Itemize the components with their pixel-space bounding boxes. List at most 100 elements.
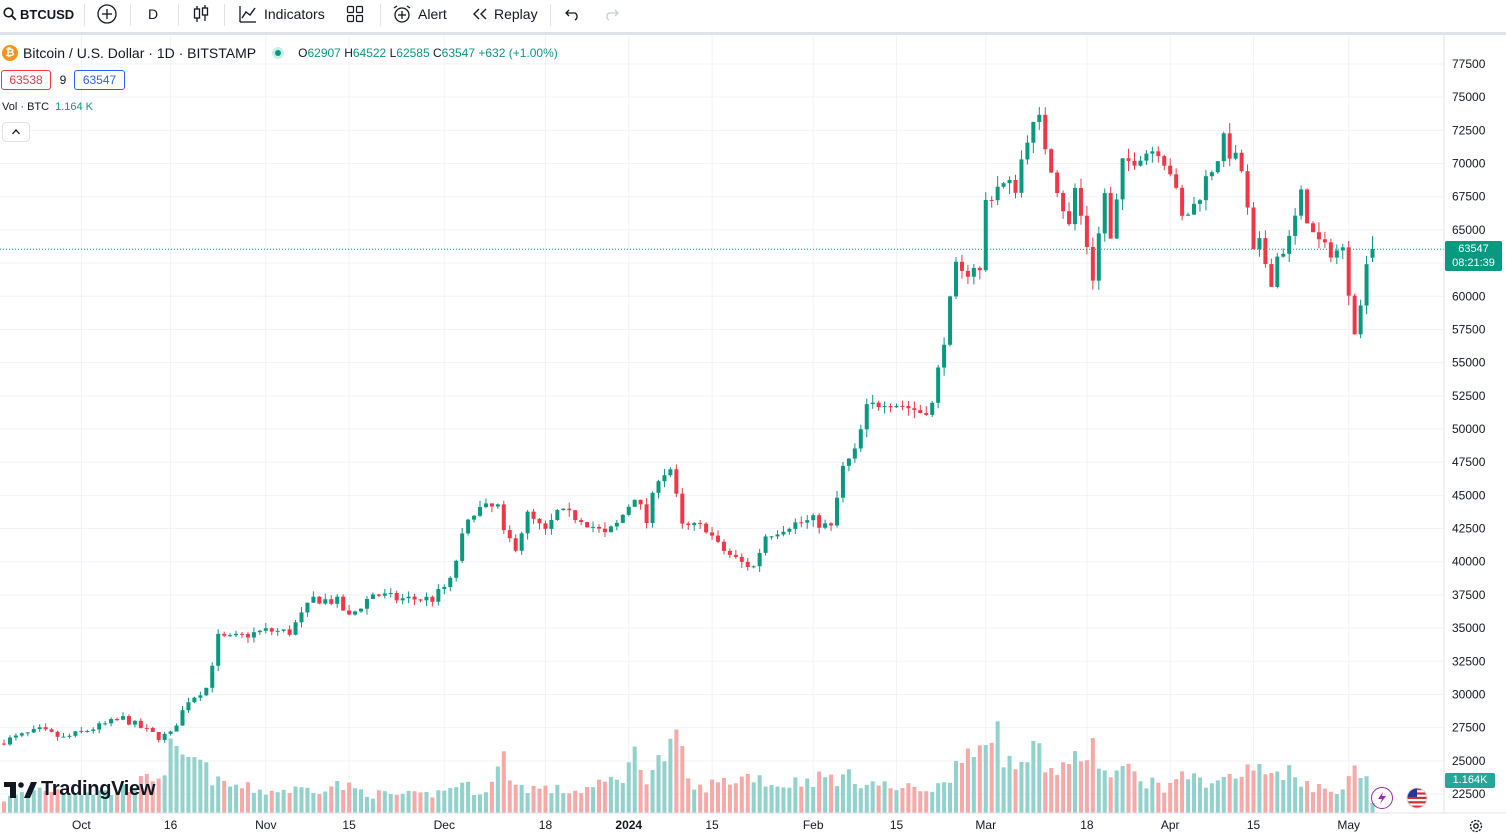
candle — [1043, 107, 1048, 155]
candle — [1352, 293, 1357, 335]
candle — [769, 536, 774, 540]
price-tick-label: 45000 — [1452, 488, 1486, 502]
buy-price-box[interactable]: 63547 — [74, 70, 125, 90]
volume-bar — [1340, 789, 1345, 813]
volume-bar — [269, 790, 274, 813]
volume-bar — [846, 769, 851, 813]
volume-legend[interactable]: Vol · BTC 1.164 K — [2, 101, 93, 113]
candle — [573, 509, 578, 524]
candle — [626, 504, 631, 517]
volume-bar — [1215, 780, 1220, 813]
candle — [460, 527, 465, 564]
price-tick-label: 72500 — [1452, 123, 1486, 137]
volume-bar — [121, 784, 125, 813]
undo-button[interactable] — [564, 0, 582, 28]
candle — [323, 593, 328, 605]
candle — [1328, 238, 1333, 263]
volume-bar — [85, 792, 90, 813]
volume-bar — [817, 771, 822, 813]
candle — [132, 719, 137, 728]
volume-bar — [1013, 769, 1018, 813]
volume-bar — [483, 792, 488, 813]
volume-bar — [400, 793, 405, 813]
tradingview-logo[interactable]: TradingView — [4, 778, 155, 801]
volume-bar — [1293, 777, 1298, 813]
sell-price-box[interactable]: 63538 — [1, 70, 51, 90]
replay-button[interactable]: Replay — [472, 0, 538, 28]
candle — [192, 696, 197, 704]
volume-bar — [180, 754, 185, 813]
chart-type-button[interactable] — [192, 0, 210, 28]
volume-bar — [906, 783, 911, 813]
volume-bar — [775, 786, 780, 813]
candlesticks — [2, 107, 1375, 746]
us-flag-button[interactable] — [1406, 787, 1428, 809]
candle — [1370, 236, 1375, 262]
volume-bar — [1233, 778, 1238, 813]
candle — [1346, 240, 1351, 306]
candles-icon — [193, 5, 209, 22]
candle — [882, 401, 887, 414]
candle — [721, 539, 726, 555]
volume-bar — [1287, 765, 1292, 813]
volume-bar — [543, 785, 548, 813]
candle — [823, 519, 828, 530]
volume-bar — [388, 793, 393, 813]
candle — [959, 254, 964, 279]
volume-bar — [1269, 772, 1274, 813]
volume-bar — [1055, 775, 1060, 813]
volume-bar — [1227, 773, 1232, 813]
volume-bar — [965, 748, 970, 813]
volume-tag: 1.164K — [1445, 773, 1495, 788]
candle — [281, 629, 286, 633]
candle — [608, 525, 613, 533]
redo-button[interactable] — [602, 0, 620, 28]
candle — [811, 513, 816, 527]
chart-settings-button[interactable] — [1466, 816, 1486, 836]
time-tick-label: 18 — [1080, 818, 1094, 832]
volume-bar — [1311, 792, 1315, 813]
volume-bar — [567, 793, 572, 813]
chevron-up-icon — [12, 129, 20, 135]
alert-button[interactable]: Alert — [392, 0, 447, 28]
last-price-value: 63547 — [1458, 243, 1489, 255]
candle — [91, 727, 96, 734]
candle — [19, 732, 24, 738]
volume-bar — [460, 782, 465, 813]
candle — [1031, 121, 1036, 154]
candle — [1013, 174, 1018, 199]
symbol-search-button[interactable]: BTCUSD — [3, 0, 74, 28]
volume-bar — [1162, 792, 1167, 813]
candle — [472, 514, 477, 523]
volume-bar — [1328, 791, 1333, 813]
candle — [567, 502, 572, 517]
candle — [1037, 107, 1042, 130]
gear-icon — [1469, 819, 1483, 833]
candle — [257, 629, 262, 635]
volume-bar — [454, 787, 459, 813]
collapse-legend-button[interactable] — [2, 122, 30, 142]
volume-bar — [49, 791, 54, 813]
add-circle-icon — [97, 4, 117, 24]
volume-bar — [293, 786, 298, 813]
candle — [614, 519, 619, 531]
candle — [341, 594, 346, 611]
interval-button[interactable]: D — [148, 0, 158, 28]
layouts-button[interactable] — [346, 0, 364, 28]
compare-symbol-button[interactable] — [96, 0, 118, 28]
price-axis-labels: 22500 25000 27500 30000 32500 35000 37500 40000… — [1452, 57, 1486, 801]
candle — [1126, 148, 1131, 172]
indicators-button[interactable]: Indicators — [238, 0, 325, 28]
volume-bar — [620, 783, 625, 813]
lightning-button[interactable] — [1371, 787, 1393, 809]
market-status-icon — [272, 47, 285, 59]
symbol-legend[interactable]: ₿ Bitcoin / U.S. Dollar · 1D · BITSTAMP … — [2, 44, 558, 62]
candle — [412, 593, 417, 606]
volume-bar — [852, 783, 857, 813]
volume-bar — [1305, 781, 1310, 813]
volume-bar — [686, 778, 691, 813]
volume-bar — [793, 777, 798, 813]
indicators-label: Indicators — [264, 6, 325, 22]
volume-bar — [472, 794, 477, 813]
